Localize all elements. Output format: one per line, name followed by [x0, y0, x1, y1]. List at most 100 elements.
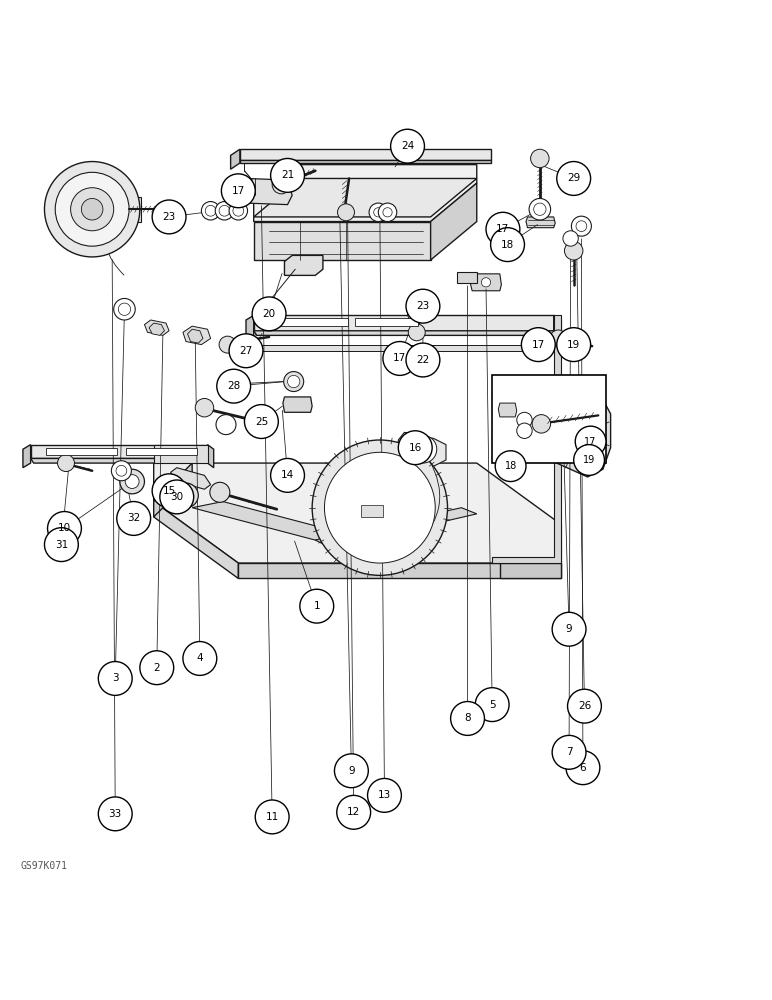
Text: 12: 12: [347, 807, 361, 817]
Text: 11: 11: [266, 812, 279, 822]
Circle shape: [48, 512, 81, 545]
Text: 4: 4: [197, 653, 203, 663]
Circle shape: [70, 188, 113, 231]
Polygon shape: [154, 463, 561, 563]
Circle shape: [271, 158, 304, 192]
Circle shape: [245, 405, 279, 438]
Circle shape: [529, 198, 550, 220]
Polygon shape: [154, 445, 208, 463]
Text: 2: 2: [154, 663, 160, 673]
Polygon shape: [171, 468, 211, 489]
Text: 15: 15: [162, 486, 176, 496]
Text: 22: 22: [416, 355, 429, 365]
Polygon shape: [254, 165, 477, 222]
Polygon shape: [554, 315, 561, 340]
Polygon shape: [31, 458, 211, 463]
Polygon shape: [183, 326, 211, 345]
Circle shape: [195, 398, 214, 417]
Text: 14: 14: [281, 470, 294, 480]
Polygon shape: [144, 320, 169, 335]
Polygon shape: [398, 432, 446, 466]
Circle shape: [216, 415, 236, 435]
Circle shape: [557, 328, 591, 362]
Circle shape: [378, 203, 397, 222]
Circle shape: [552, 612, 586, 646]
Circle shape: [229, 202, 248, 220]
Circle shape: [160, 480, 194, 514]
Text: 18: 18: [504, 461, 516, 471]
Circle shape: [98, 662, 132, 695]
Polygon shape: [499, 563, 561, 578]
Circle shape: [271, 458, 304, 492]
Circle shape: [116, 465, 127, 476]
Circle shape: [563, 231, 578, 246]
Polygon shape: [31, 445, 208, 458]
Circle shape: [229, 334, 263, 368]
Circle shape: [98, 797, 132, 831]
Bar: [126, 448, 197, 455]
Circle shape: [516, 412, 532, 428]
Text: 20: 20: [262, 309, 276, 319]
Polygon shape: [254, 315, 554, 331]
Polygon shape: [498, 403, 516, 417]
Text: 17: 17: [393, 353, 407, 363]
Circle shape: [411, 310, 419, 318]
Circle shape: [383, 208, 392, 217]
Text: 27: 27: [239, 346, 252, 356]
Polygon shape: [192, 502, 369, 546]
Circle shape: [566, 751, 600, 785]
Circle shape: [273, 175, 290, 194]
Circle shape: [179, 488, 193, 502]
Polygon shape: [95, 200, 130, 218]
Circle shape: [337, 795, 371, 829]
Circle shape: [482, 278, 491, 287]
Circle shape: [312, 440, 448, 575]
Circle shape: [575, 426, 606, 457]
Text: 23: 23: [162, 212, 176, 222]
Bar: [355, 318, 418, 326]
Polygon shape: [23, 445, 31, 468]
Circle shape: [536, 335, 543, 342]
Circle shape: [532, 415, 550, 433]
Text: 7: 7: [566, 747, 572, 757]
Text: 23: 23: [416, 301, 429, 311]
Text: 5: 5: [489, 700, 496, 710]
Circle shape: [152, 474, 186, 508]
Circle shape: [491, 228, 524, 262]
Circle shape: [174, 483, 198, 508]
Circle shape: [210, 482, 230, 502]
Text: 10: 10: [58, 523, 71, 533]
Circle shape: [406, 289, 440, 323]
Polygon shape: [246, 315, 254, 340]
Circle shape: [58, 455, 74, 472]
Bar: [361, 505, 383, 517]
Text: 32: 32: [127, 513, 141, 523]
Polygon shape: [254, 331, 557, 335]
Polygon shape: [554, 389, 611, 477]
Circle shape: [219, 336, 236, 353]
Text: 17: 17: [232, 186, 245, 196]
Circle shape: [219, 205, 230, 216]
Circle shape: [550, 330, 567, 347]
Circle shape: [283, 372, 303, 392]
Text: 19: 19: [583, 455, 595, 465]
Text: 21: 21: [281, 170, 294, 180]
Circle shape: [45, 162, 140, 257]
Circle shape: [120, 469, 144, 494]
Circle shape: [81, 198, 103, 220]
Polygon shape: [471, 274, 501, 291]
Text: 17: 17: [496, 224, 510, 234]
Polygon shape: [254, 178, 477, 217]
Polygon shape: [254, 222, 431, 260]
Circle shape: [408, 306, 423, 322]
Text: 30: 30: [170, 492, 183, 502]
Circle shape: [409, 435, 437, 463]
Circle shape: [567, 689, 601, 723]
Circle shape: [237, 180, 256, 198]
Circle shape: [557, 411, 603, 457]
Circle shape: [451, 702, 485, 735]
Text: 17: 17: [532, 340, 545, 350]
Circle shape: [152, 200, 186, 234]
Circle shape: [476, 688, 509, 722]
Polygon shape: [283, 397, 312, 412]
